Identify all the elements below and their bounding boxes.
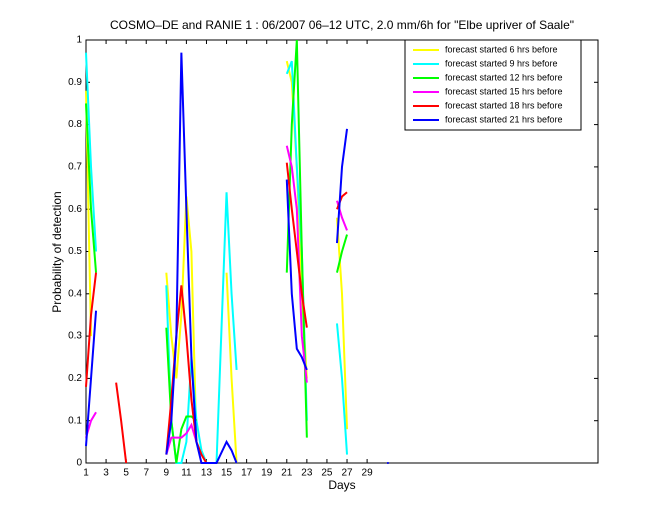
- series-line: [85, 39, 348, 464]
- x-tick-label: 3: [103, 468, 109, 479]
- y-tick-label: 0.3: [68, 331, 82, 342]
- y-tick-label: 0.7: [68, 162, 82, 173]
- y-tick-label: 0.8: [68, 119, 82, 130]
- y-tick-label: 0.9: [68, 77, 82, 88]
- legend-label: forecast started 6 hrs before: [445, 44, 558, 54]
- y-tick-label: 0.6: [68, 204, 82, 215]
- x-tick-label: 19: [261, 468, 273, 479]
- x-tick-label: 27: [341, 468, 353, 479]
- legend-label: forecast started 18 hrs before: [445, 100, 563, 110]
- x-tick-label: 5: [123, 468, 129, 479]
- x-tick-label: 9: [164, 468, 170, 479]
- y-tick-label: 0.1: [68, 415, 82, 426]
- x-tick-label: 21: [281, 468, 293, 479]
- x-tick-label: 1: [83, 468, 89, 479]
- x-axis-label: Days: [328, 478, 355, 492]
- series-line: [85, 52, 389, 464]
- y-tick-label: 1: [76, 35, 82, 46]
- y-tick-label: 0.5: [68, 246, 82, 257]
- series-line: [85, 162, 348, 464]
- y-tick-label: 0.2: [68, 373, 82, 384]
- legend-label: forecast started 21 hrs before: [445, 114, 563, 124]
- x-tick-label: 13: [201, 468, 213, 479]
- legend: forecast started 6 hrs before forecast st…: [404, 39, 582, 131]
- chart-title: COSMO–DE and RANIE 1 : 06/2007 06–12 UTC…: [110, 18, 574, 32]
- y-axis-label: Probability of detection: [50, 191, 64, 312]
- y-tick-label: 0.4: [68, 288, 82, 299]
- y-tick-label: 0: [76, 458, 82, 469]
- legend-label: forecast started 15 hrs before: [445, 86, 563, 96]
- x-tick-label: 17: [241, 468, 253, 479]
- x-tick-label: 25: [321, 468, 333, 479]
- x-tick-label: 29: [362, 468, 374, 479]
- legend-box: [404, 39, 582, 131]
- legend-label: forecast started 9 hrs before: [445, 58, 558, 68]
- x-tick-label: 23: [301, 468, 313, 479]
- x-tick-label: 7: [143, 468, 149, 479]
- x-tick-label: 11: [181, 468, 192, 479]
- legend-label: forecast started 12 hrs before: [445, 72, 563, 82]
- x-tick-label: 15: [221, 468, 233, 479]
